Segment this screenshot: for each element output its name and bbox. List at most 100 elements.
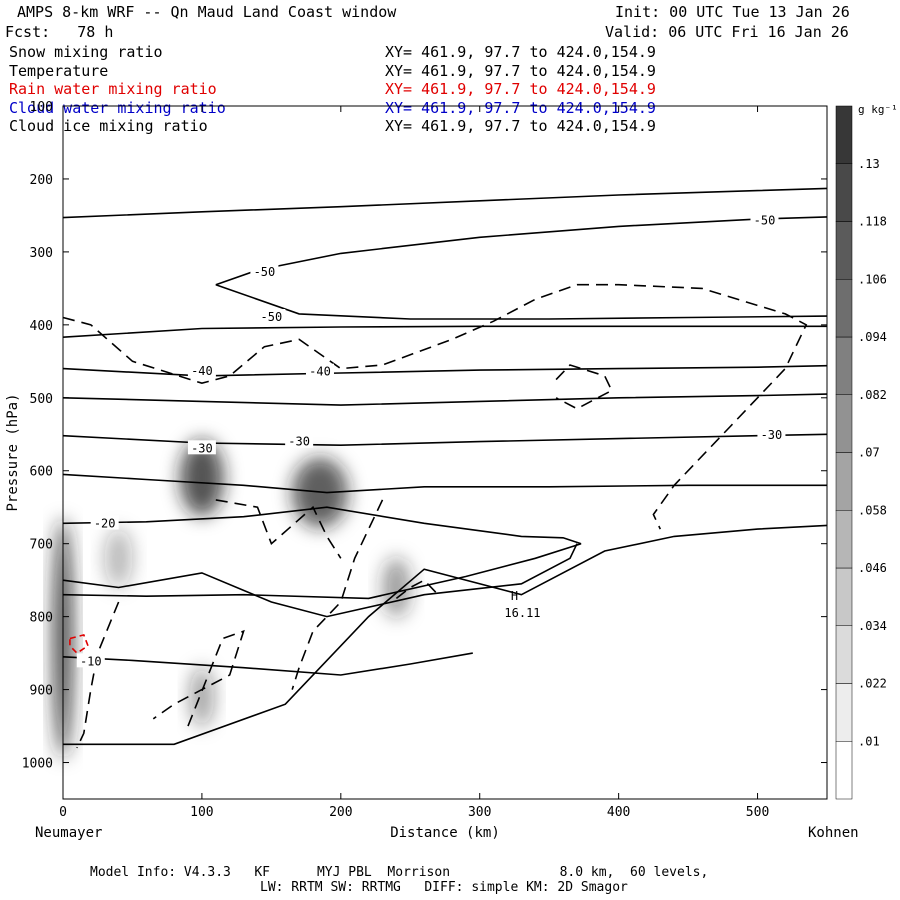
x-tick-label: 500 bbox=[746, 805, 769, 820]
cloud-ice-contour bbox=[291, 499, 384, 690]
chart-title: AMPS 8-km WRF -- Qn Maud Land Coast wind… bbox=[17, 3, 397, 21]
contour-label-bg bbox=[250, 263, 279, 278]
contour-label-bg bbox=[187, 362, 216, 377]
colorbar-label: .034 bbox=[858, 619, 887, 633]
colorbar-label: .094 bbox=[858, 330, 887, 344]
cloud-ice-contour bbox=[62, 283, 808, 530]
forecast-hour: Fcst: 78 h bbox=[5, 23, 114, 41]
contour-label-bg bbox=[285, 433, 314, 448]
field-name: Snow mixing ratio bbox=[9, 43, 163, 61]
cloud-ice-contour bbox=[395, 579, 439, 600]
init-time: Init: 00 UTC Tue 13 Jan 26 bbox=[615, 3, 850, 21]
contour-label-bg bbox=[187, 440, 216, 455]
x-tick-label: 0 bbox=[59, 805, 67, 820]
field-xy: XY= 461.9, 97.7 to 424.0,154.9 bbox=[385, 80, 656, 98]
mixing-ratio-shading bbox=[189, 666, 214, 727]
field-name: Temperature bbox=[9, 61, 109, 80]
temperature-contour bbox=[62, 506, 582, 545]
mixing-ratio-shading bbox=[382, 557, 411, 618]
field-xy: XY= 461.9, 97.7 to 424.0,154.9 bbox=[385, 61, 656, 80]
cloud-ice-contour bbox=[76, 601, 120, 749]
temperature-label: -50 bbox=[254, 265, 276, 279]
y-tick-label: 500 bbox=[30, 392, 53, 407]
contour-label-bg bbox=[757, 427, 786, 442]
temperature-label: -40 bbox=[191, 364, 213, 378]
colorbar-bin bbox=[835, 683, 853, 742]
plot-frame bbox=[62, 105, 828, 800]
temperature-contour bbox=[62, 473, 827, 494]
x-tick-label: 300 bbox=[468, 805, 491, 820]
colorbar-label: .082 bbox=[858, 388, 887, 402]
temperature-label: -40 bbox=[309, 365, 331, 379]
temperature-label: -10 bbox=[80, 654, 102, 668]
colorbar-bin bbox=[835, 163, 853, 222]
contour-label-bg bbox=[305, 363, 334, 378]
field-name: Rain water mixing ratio bbox=[9, 80, 217, 98]
contour-label-bg bbox=[750, 212, 779, 227]
temperature-label: -30 bbox=[761, 428, 783, 442]
colorbar-bin bbox=[835, 105, 853, 164]
y-tick-label: 800 bbox=[30, 611, 53, 626]
field-name: Cloud water mixing ratio bbox=[9, 98, 226, 117]
high-marker-value: 16.11 bbox=[504, 606, 540, 620]
colorbar-bin bbox=[835, 567, 853, 626]
cloud-ice-contour bbox=[152, 629, 245, 727]
y-tick-label: 1000 bbox=[22, 757, 53, 772]
colorbar-bin bbox=[835, 510, 853, 569]
temperature-contour bbox=[62, 393, 828, 406]
temperature-contour bbox=[62, 364, 828, 377]
colorbar-bin bbox=[835, 394, 853, 453]
y-tick-label: 200 bbox=[30, 173, 53, 188]
temperature-contour bbox=[62, 542, 582, 600]
colorbar-label: .07 bbox=[858, 446, 880, 460]
y-tick-label: 300 bbox=[30, 246, 53, 261]
temperature-contour bbox=[62, 433, 828, 447]
colorbar-label: .046 bbox=[858, 561, 887, 575]
temperature-contour bbox=[63, 524, 828, 746]
contour-label-bg bbox=[90, 515, 119, 530]
x-tick-label: 400 bbox=[607, 805, 630, 820]
temperature-label: -50 bbox=[261, 310, 283, 324]
contour-label-bg bbox=[257, 309, 286, 324]
x-tick-label: 200 bbox=[329, 805, 352, 820]
temperature-contour bbox=[215, 283, 828, 320]
y-tick-label: 700 bbox=[30, 538, 53, 553]
colorbar-label: .058 bbox=[858, 503, 887, 517]
colorbar-bin bbox=[835, 279, 853, 338]
colorbar-label: .13 bbox=[858, 157, 880, 171]
temperature-contour bbox=[215, 216, 828, 286]
temperature-label: -30 bbox=[191, 441, 213, 455]
model-physics: LW: RRTM SW: RRTMG DIFF: simple KM: 2D S… bbox=[260, 880, 628, 895]
x-axis-label: Distance (km) bbox=[390, 825, 500, 841]
y-tick-label: 100 bbox=[30, 100, 53, 115]
temperature-contour bbox=[62, 652, 473, 676]
colorbar-bin bbox=[835, 625, 853, 684]
colorbar-bin bbox=[835, 336, 853, 395]
cloud-ice-contour bbox=[215, 499, 342, 559]
high-marker-symbol: H bbox=[511, 589, 518, 603]
temperature-contour bbox=[62, 325, 827, 338]
model-info: Model Info: V4.3.3 KF MYJ PBL Morrison 8… bbox=[90, 865, 709, 880]
colorbar-bin bbox=[835, 221, 853, 280]
field-xy: XY= 461.9, 97.7 to 424.0,154.9 bbox=[385, 117, 656, 135]
x-tick-label: 100 bbox=[190, 805, 213, 820]
y-tick-label: 600 bbox=[30, 465, 53, 480]
temperature-label: -50 bbox=[754, 214, 776, 228]
x-left-station: Neumayer bbox=[35, 825, 102, 841]
contour-label-bg bbox=[76, 653, 105, 668]
x-right-station: Kohnen bbox=[808, 825, 859, 841]
colorbar-label: .01 bbox=[858, 734, 880, 748]
temperature-contour bbox=[62, 187, 828, 219]
colorbar-bin bbox=[835, 741, 853, 800]
valid-time: Valid: 06 UTC Fri 16 Jan 26 bbox=[605, 23, 849, 41]
colorbar-label: .022 bbox=[858, 677, 887, 691]
rain-water-contour bbox=[69, 633, 89, 655]
field-xy: XY= 461.9, 97.7 to 424.0,154.9 bbox=[385, 98, 656, 117]
colorbar-label: .106 bbox=[858, 272, 887, 286]
y-tick-label: 400 bbox=[30, 319, 53, 334]
y-tick-label: 900 bbox=[30, 684, 53, 699]
y-axis-label: Pressure (hPa) bbox=[5, 393, 21, 511]
colorbar-bin bbox=[835, 452, 853, 511]
mixing-ratio-shading bbox=[179, 440, 224, 517]
